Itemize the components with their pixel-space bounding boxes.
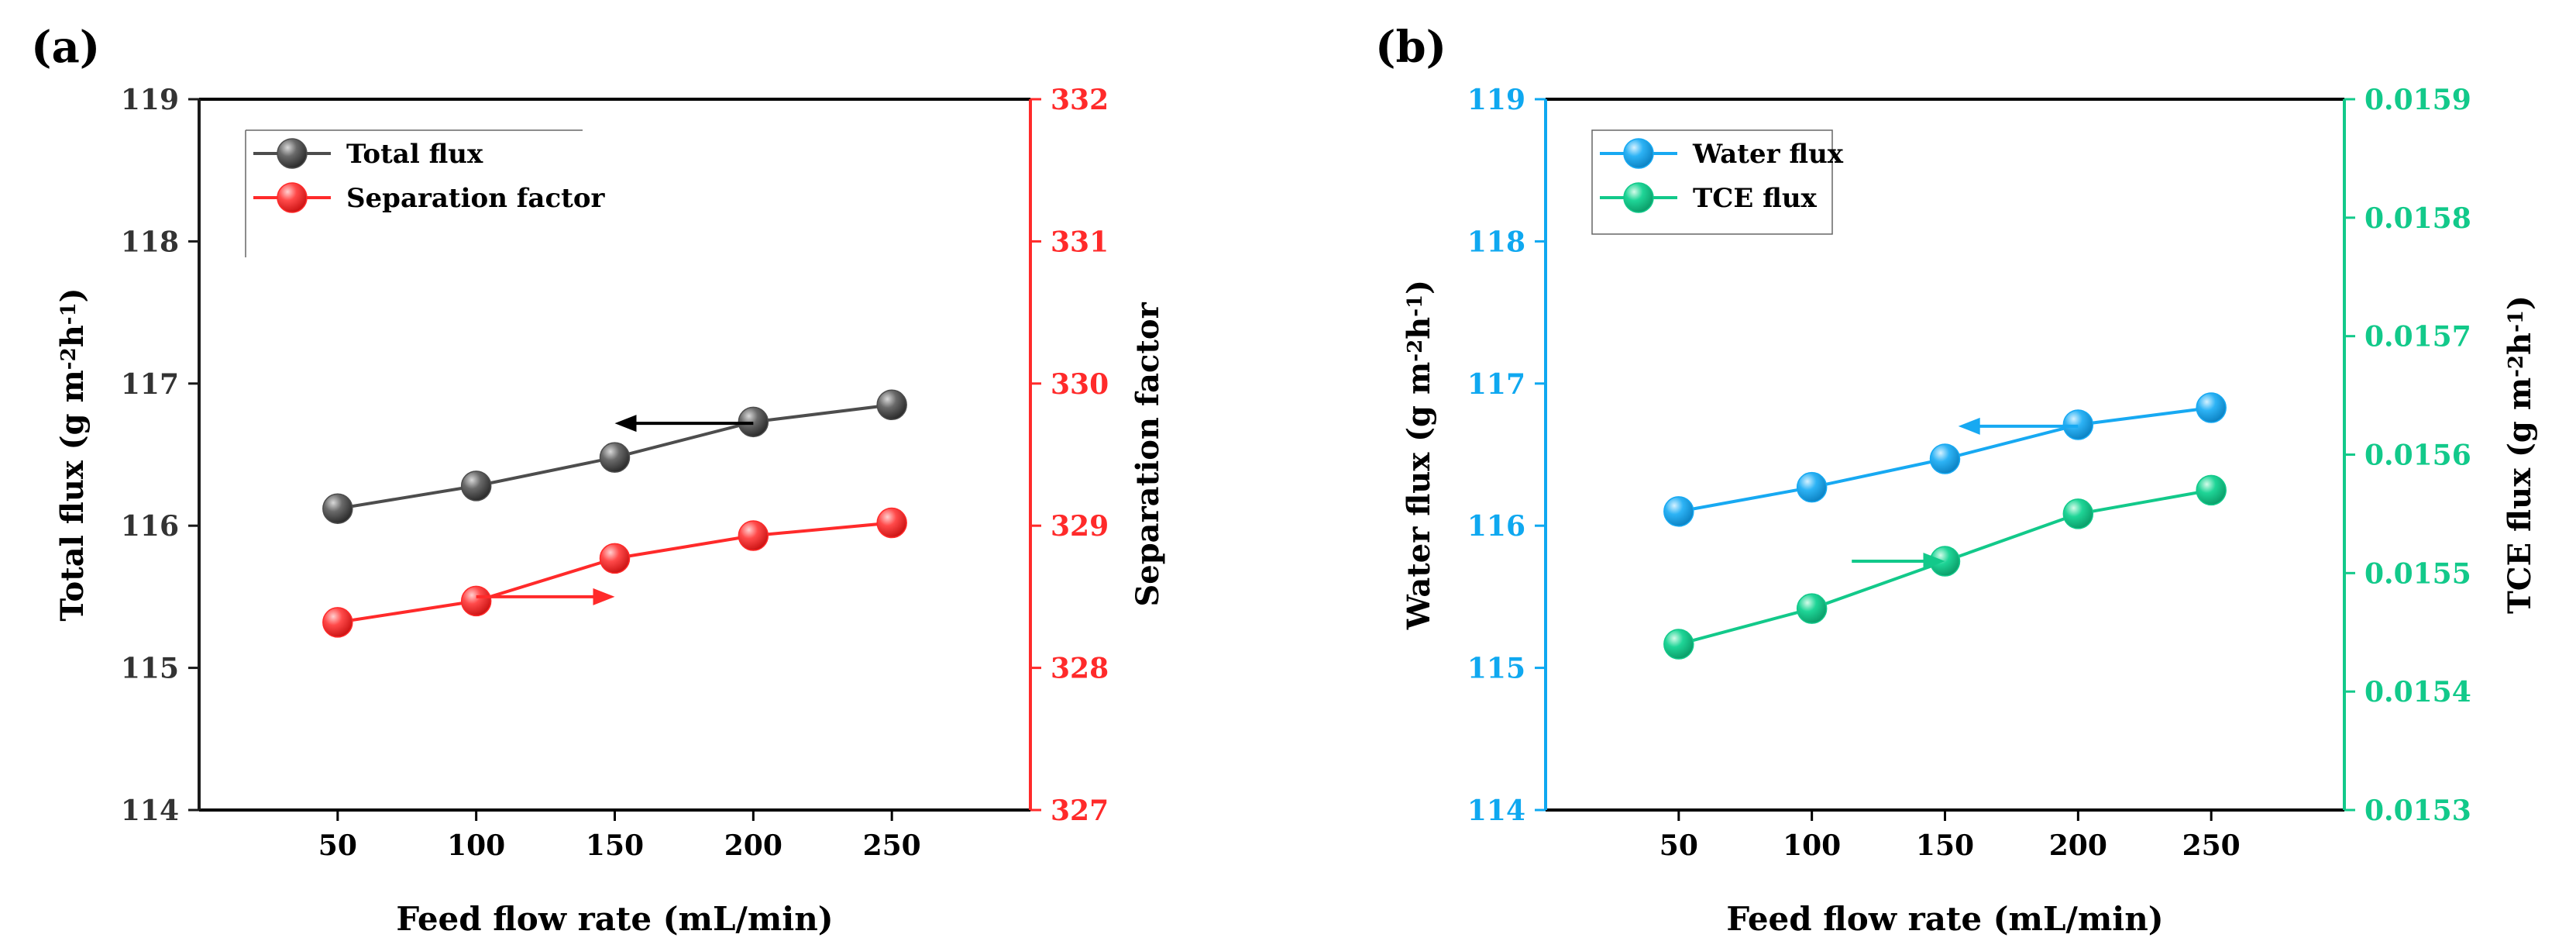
left-y-tick-label: 117 bbox=[121, 368, 179, 401]
axis-label-part: Total flux (g m bbox=[54, 370, 91, 621]
x-tick-label: 150 bbox=[586, 829, 644, 862]
x-tick-label: 200 bbox=[724, 829, 782, 862]
right-y-tick-label: 0.0158 bbox=[2364, 202, 2471, 235]
data-point-separation-factor bbox=[738, 520, 769, 551]
x-tick-label: 200 bbox=[2049, 829, 2107, 862]
left-y-tick-label: 119 bbox=[1467, 84, 1525, 116]
data-point-water-flux bbox=[1796, 471, 1828, 503]
left-y-tick-label: 118 bbox=[1467, 226, 1525, 258]
right-y-axis-title: TCE flux (g m-2h-1) bbox=[2502, 295, 2538, 614]
legend-marker bbox=[277, 182, 308, 213]
panel-b: (b) 50 100 150 200 250 Feed flow rate (mL/min)… bbox=[1375, 22, 2538, 938]
data-point-tce-flux bbox=[1663, 629, 1694, 660]
data-point-tce-flux bbox=[1796, 593, 1828, 624]
left-y-axis-title: Water flux (g m-2h-1) bbox=[1401, 280, 1437, 630]
data-point-separation-factor bbox=[460, 585, 492, 617]
data-point-total-flux bbox=[460, 471, 492, 502]
x-tick-label: 50 bbox=[318, 829, 357, 862]
axis-label-part: TCE flux (g m bbox=[2502, 377, 2538, 614]
x-tick-label: 250 bbox=[863, 829, 921, 862]
axis-label-part: ) bbox=[54, 288, 91, 302]
x-tick-label: 150 bbox=[1916, 829, 1974, 862]
axis-label-part: Water flux (g m bbox=[1401, 362, 1437, 630]
legend-marker bbox=[1623, 138, 1654, 169]
legend: Water flux TCE flux bbox=[1591, 129, 1844, 235]
left-y-tick-label: 117 bbox=[1467, 368, 1525, 401]
right-y-tick-label: 331 bbox=[1051, 226, 1109, 258]
data-point-tce-flux bbox=[2062, 498, 2094, 529]
axis-label-superscript: -2 bbox=[1404, 340, 1427, 362]
axis-label-superscript: -2 bbox=[2505, 355, 2528, 377]
axis-label-part: ) bbox=[1401, 280, 1437, 295]
left-y-tick-label: 116 bbox=[121, 510, 179, 543]
data-point-water-flux bbox=[1929, 443, 1961, 474]
right-y-tick-label: 330 bbox=[1051, 368, 1109, 401]
left-y-tick-label: 114 bbox=[1467, 795, 1525, 827]
left-y-tick-label: 115 bbox=[121, 653, 179, 685]
x-axis-title: Feed flow rate (mL/min) bbox=[1726, 900, 2163, 938]
left-y-tick-label: 119 bbox=[121, 84, 179, 116]
x-tick-label: 100 bbox=[1783, 829, 1841, 862]
left-y-tick-label: 114 bbox=[121, 795, 179, 827]
arrow-head bbox=[1923, 553, 1945, 571]
x-tick-label: 100 bbox=[447, 829, 505, 862]
arrow-head bbox=[593, 588, 615, 605]
right-y-tick-label: 327 bbox=[1051, 795, 1109, 827]
arrow-head bbox=[614, 415, 637, 433]
right-y-tick-label: 329 bbox=[1051, 510, 1109, 543]
data-point-water-flux bbox=[2196, 392, 2227, 423]
right-y-tick-label: 0.0153 bbox=[2364, 795, 2471, 827]
right-y-axis-title: Separation factor bbox=[1130, 302, 1166, 606]
x-axis-title: Feed flow rate (mL/min) bbox=[396, 900, 833, 938]
right-y-tick-label: 0.0157 bbox=[2364, 321, 2471, 353]
data-point-tce-flux bbox=[2196, 474, 2227, 506]
left-y-tick-label: 118 bbox=[121, 226, 179, 258]
right-y-tick-label: 328 bbox=[1051, 653, 1109, 685]
legend-label: TCE flux bbox=[1693, 183, 1818, 214]
left-y-axis-title: Total flux (g m-2h-1) bbox=[54, 288, 91, 621]
axis-label-superscript: -2 bbox=[57, 347, 81, 370]
data-point-separation-factor bbox=[322, 607, 353, 638]
right-y-tick-label: 0.0156 bbox=[2364, 440, 2471, 472]
axis-label-part: h bbox=[2502, 333, 2538, 355]
axis-label-part: ) bbox=[2502, 295, 2538, 310]
right-y-tick-label: 0.0159 bbox=[2364, 84, 2471, 116]
axis-label-superscript: -1 bbox=[57, 302, 81, 325]
legend-label: Separation factor bbox=[346, 183, 606, 214]
left-y-tick-label: 115 bbox=[1467, 653, 1525, 685]
legend-label: Total flux bbox=[346, 139, 483, 170]
axis-label-superscript: -1 bbox=[1404, 295, 1427, 317]
panel-label: (b) bbox=[1375, 22, 1446, 73]
data-point-separation-factor bbox=[876, 507, 907, 539]
data-point-total-flux bbox=[322, 493, 353, 524]
left-y-tick-label: 116 bbox=[1467, 510, 1525, 543]
legend-marker bbox=[277, 138, 308, 169]
axis-label-part: h bbox=[54, 325, 91, 347]
axis-label-superscript: -1 bbox=[2505, 310, 2528, 333]
panel-label: (a) bbox=[31, 22, 100, 73]
data-point-water-flux bbox=[1663, 496, 1694, 527]
right-y-tick-label: 332 bbox=[1051, 84, 1109, 116]
data-point-total-flux bbox=[876, 389, 907, 421]
arrow-head bbox=[1958, 417, 1980, 435]
legend-label: Water flux bbox=[1692, 139, 1844, 170]
panel-a: (a) 50 100 150 200 250 Feed flow rate (mL/min)… bbox=[31, 22, 1166, 938]
axis-label-part: h bbox=[1401, 317, 1437, 340]
legend-marker bbox=[1623, 182, 1654, 213]
legend: Total flux Separation factor bbox=[245, 129, 606, 257]
data-point-separation-factor bbox=[599, 543, 631, 574]
x-tick-label: 50 bbox=[1659, 829, 1698, 862]
data-point-total-flux bbox=[599, 442, 631, 473]
right-y-tick-label: 0.0155 bbox=[2364, 557, 2471, 590]
x-tick-label: 250 bbox=[2182, 829, 2241, 862]
right-y-tick-label: 0.0154 bbox=[2364, 676, 2471, 708]
